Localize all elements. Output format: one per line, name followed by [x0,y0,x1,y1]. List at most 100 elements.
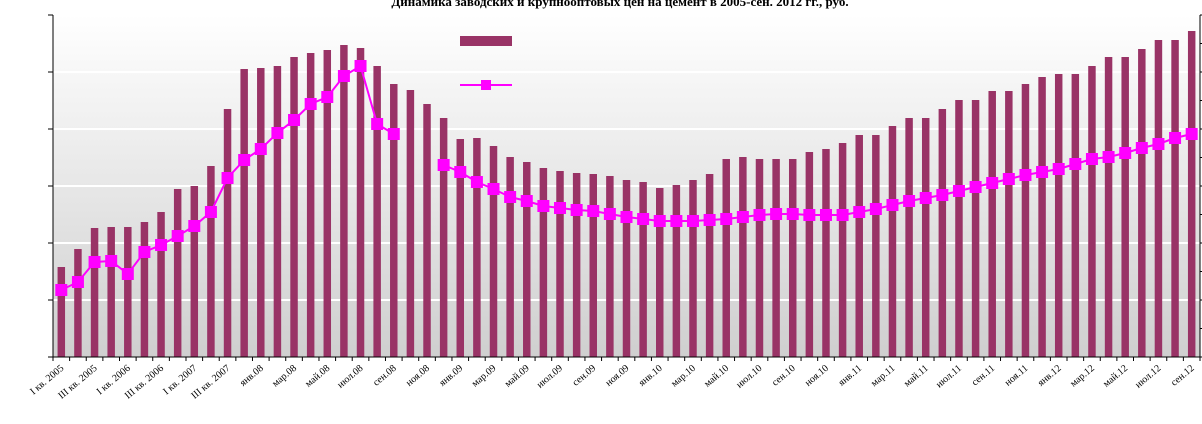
marker [437,159,450,171]
bar [739,157,747,357]
x-tick-label: янв.12 [1036,363,1064,389]
x-tick-label: мар.08 [270,363,299,390]
marker [354,60,367,72]
marker [1152,138,1165,150]
marker [88,256,101,268]
bar [855,135,863,357]
marker [254,143,267,155]
marker [603,208,616,220]
marker [1135,142,1148,154]
marker [653,215,666,227]
marker [188,220,201,232]
bar [124,227,132,357]
marker [71,276,84,288]
marker [1119,147,1132,159]
bar [1104,57,1113,357]
marker [171,230,184,242]
marker [470,176,483,188]
marker [736,211,749,223]
marker [271,127,284,139]
x-tick-label: июл.09 [535,363,565,391]
bar [240,69,248,357]
x-tick-label: ноя.08 [404,363,432,389]
x-tick-label: июл.11 [934,363,964,391]
bar [223,109,232,357]
bar [722,159,730,357]
marker [387,128,400,140]
bar [606,176,614,357]
bar [805,152,814,357]
marker [770,208,783,220]
marker [620,211,633,223]
bar [672,185,681,357]
bar [207,166,215,357]
marker [836,209,849,221]
bar [257,68,265,357]
bar [423,104,431,357]
x-tick-label: июл.08 [335,363,365,391]
bar [74,249,82,357]
bar [306,53,315,357]
marker [304,98,317,110]
marker [670,215,683,227]
bar [822,149,830,357]
x-tick-label: ноя.10 [803,363,831,389]
bar [1171,40,1179,357]
bar [656,188,664,357]
bar [1138,49,1146,357]
bar [90,228,99,357]
marker [1019,169,1032,181]
bar [938,109,947,357]
x-tick-label: июл.10 [734,363,764,391]
bar [273,66,282,357]
marker [155,239,168,251]
x-tick-label: мар.10 [669,363,698,390]
marker [952,185,965,197]
marker [720,213,733,225]
marker [803,209,816,221]
marker [221,172,234,184]
marker [686,215,699,227]
bar [173,189,182,357]
bar [788,159,797,357]
marker [969,181,982,193]
bar [921,118,930,357]
marker [1002,173,1015,185]
marker [121,268,134,280]
bar [1021,84,1030,357]
marker [238,154,251,166]
bar [905,118,913,357]
x-tick-label: ноя.09 [603,363,631,389]
legend-marker [481,80,491,90]
marker [919,192,932,204]
marker [587,205,600,217]
bar [473,138,481,357]
marker [371,118,384,130]
bar [1005,91,1013,357]
marker [105,255,118,267]
x-tick-label: мар.09 [470,363,499,390]
bar [390,84,398,357]
bar [539,168,548,357]
marker [55,284,68,296]
x-tick-label: май.12 [1101,363,1130,390]
x-tick-label: мар.12 [1068,363,1097,390]
marker [337,70,350,82]
x-tick-label: сен.11 [970,363,997,388]
bar [523,162,531,357]
bar [439,118,448,357]
bar [705,174,714,357]
marker [1185,128,1198,140]
marker [454,166,467,178]
bar [872,135,880,357]
x-tick-label: май.08 [303,363,332,390]
bar [107,227,115,357]
marker [869,203,882,215]
bar [506,157,514,357]
marker [819,209,832,221]
marker [570,204,583,216]
marker [204,206,217,218]
bar [971,100,980,357]
bar [838,143,847,357]
x-tick-label: май.11 [902,363,931,390]
